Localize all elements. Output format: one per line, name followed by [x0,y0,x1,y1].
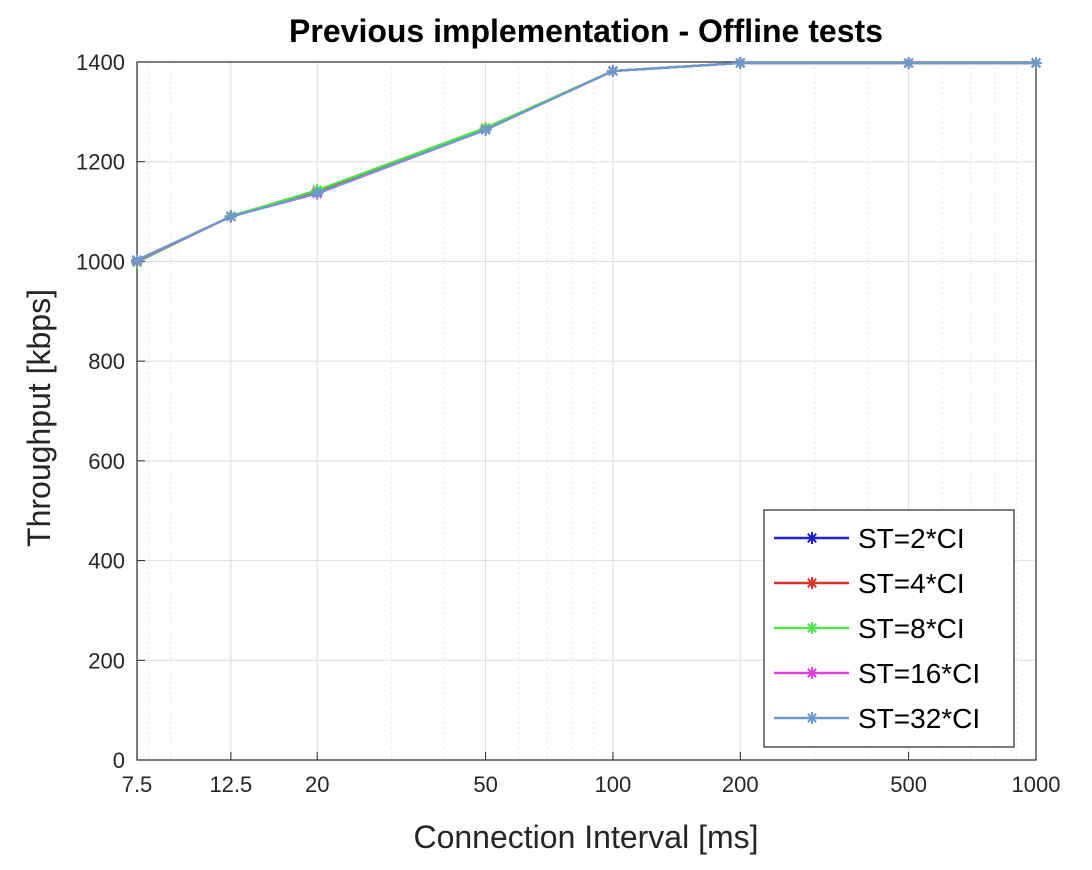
plot-area [136,61,1037,761]
legend-marker [806,667,818,679]
legend-marker [806,532,818,544]
axis-ticks: 7.5 12.5 20 50 100 200 500 1000 0 200 400 600 800 100… [76,50,1060,797]
legend: ST=2*CI ST=4*CI ST=8*CI ST=16*CI ST=32*CI [763,509,1015,748]
legend-label: ST=16*CI [858,658,980,689]
data-point [131,253,143,266]
x-tick-label: 200 [722,772,759,797]
x-tick-label: 50 [473,772,497,797]
x-tick-label: 100 [595,772,632,797]
y-tick-label: 200 [88,648,125,673]
legend-label: ST=2*CI [858,523,965,554]
chart-title: Previous implementation - Offline tests [289,13,883,49]
data-point [606,64,619,77]
x-tick-label: 12.5 [209,772,252,797]
x-tick-label: 500 [890,772,927,797]
y-axis-label: Throughput [kbps] [21,289,57,547]
y-tick-label: 1200 [76,150,125,175]
x-tick-label: 20 [305,772,329,797]
legend-label: ST=32*CI [858,703,980,734]
data-point [224,210,237,223]
y-tick-label: 600 [88,449,125,474]
data-point [1030,56,1042,69]
y-tick-label: 0 [113,748,125,773]
legend-marker [806,712,818,724]
x-tick-label: 1000 [1012,772,1061,797]
y-tick-label: 400 [88,549,125,574]
data-point [734,56,747,69]
y-tick-label: 1000 [76,249,125,274]
series-st-32-ci [131,56,1042,266]
x-tick-label: 7.5 [122,772,153,797]
legend-marker [806,577,818,589]
series-line [136,61,1036,261]
data-point [902,56,915,69]
legend-label: ST=4*CI [858,568,965,599]
legend-marker [806,622,818,634]
x-axis-label: Connection Interval [ms] [413,819,758,855]
legend-label: ST=8*CI [858,613,965,644]
y-tick-label: 800 [88,349,125,374]
y-tick-label: 1400 [76,50,125,75]
data-point [479,123,492,136]
series-lines [131,56,1042,269]
data-point [311,187,324,200]
